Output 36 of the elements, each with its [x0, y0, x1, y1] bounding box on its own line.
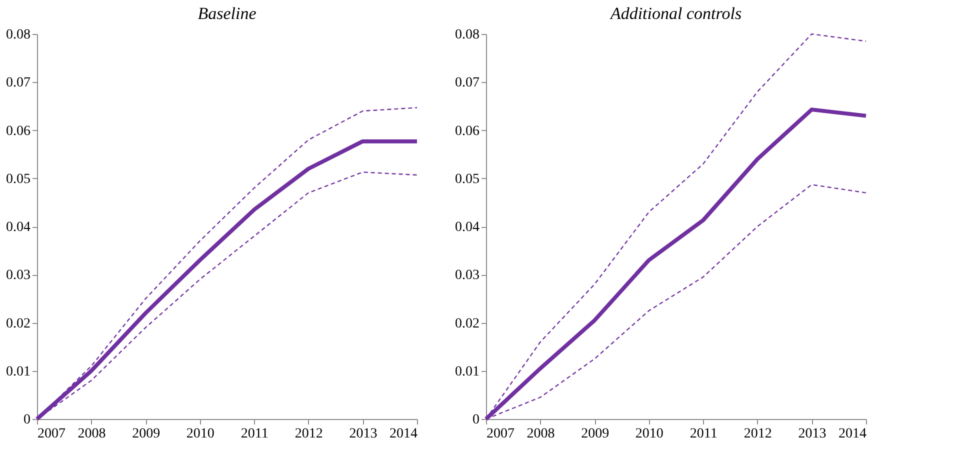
x-tick-label: 2008: [78, 426, 106, 442]
x-tick-label: 2008: [526, 426, 555, 442]
x-tick-label: 2014: [838, 426, 866, 442]
y-tick-label: 0.04: [455, 220, 480, 235]
chart-title: Baseline: [198, 4, 257, 23]
x-tick-label: 2012: [744, 426, 772, 442]
y-tick-label: 0: [472, 412, 480, 428]
y-tick-label: 0.01: [6, 364, 30, 380]
x-tick-label: 2009: [581, 426, 610, 442]
y-tick-label: 0.07: [455, 76, 480, 91]
y-tick-label: 0.02: [455, 316, 480, 332]
x-tick-label: 2007: [38, 426, 66, 442]
y-tick-label: 0.08: [455, 28, 480, 42]
x-tick-label: 2012: [294, 426, 323, 442]
y-tick-label: 0.06: [455, 124, 480, 139]
chart-title: Additional controls: [609, 4, 742, 23]
y-tick-label: 0.07: [6, 76, 30, 91]
y-tick-label: 0: [24, 412, 30, 428]
y-tick-label: 0.03: [455, 268, 480, 284]
x-tick-label: 2011: [240, 426, 268, 442]
x-tick-label: 2010: [635, 426, 664, 442]
y-tick-label: 0.01: [455, 364, 480, 380]
x-tick-label: 2013: [349, 426, 378, 442]
x-tick-label: 2010: [186, 426, 214, 442]
y-tick-label: 0.05: [455, 172, 480, 187]
y-tick-label: 0.05: [6, 172, 30, 187]
y-tick-label: 0.08: [6, 28, 30, 42]
y-tick-label: 0.03: [6, 268, 30, 284]
y-tick-label: 0.06: [6, 124, 30, 139]
x-tick-label: 2013: [798, 426, 826, 442]
x-tick-label: 2009: [132, 426, 160, 442]
y-tick-label: 0.02: [6, 316, 30, 332]
x-tick-label: 2007: [486, 426, 514, 442]
x-tick-label: 2014: [390, 426, 418, 442]
y-tick-label: 0.04: [6, 220, 30, 235]
x-tick-label: 2011: [690, 426, 718, 442]
